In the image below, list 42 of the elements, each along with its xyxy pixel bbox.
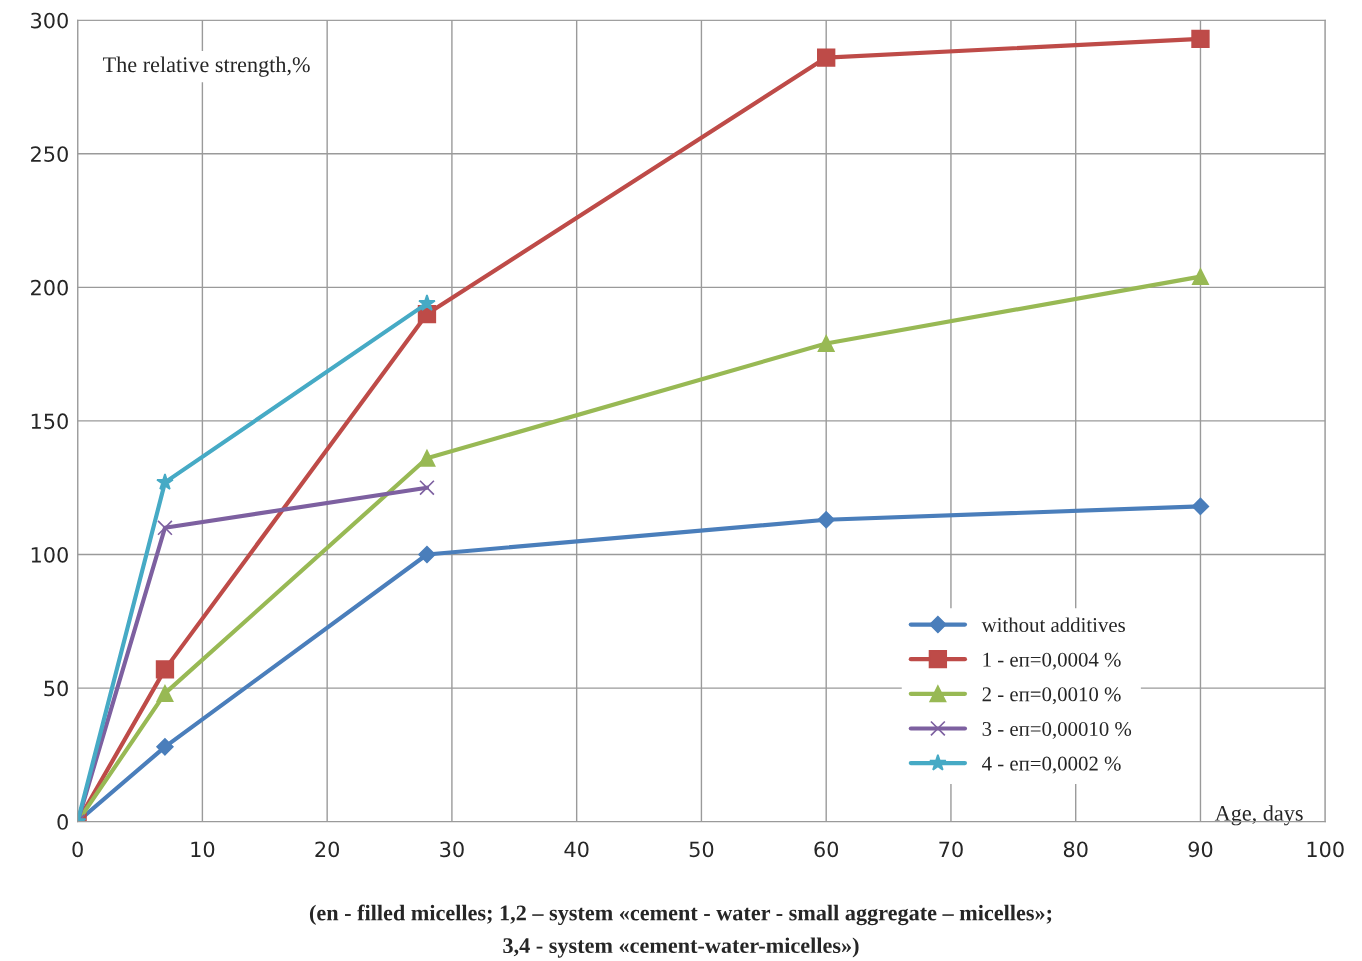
point (817, 334, 835, 352)
legend-label: 3 - еп=0,00010 % (982, 721, 1132, 739)
x-tick-label: 10 (191, 841, 215, 858)
point (418, 545, 436, 564)
point (156, 473, 174, 490)
y-tick-label: 250 (31, 146, 68, 162)
text: 3,4 - system «cement-water-micelles») (503, 937, 859, 958)
x-tick-label: 100 (1307, 841, 1344, 858)
y-axis-title: The relative strength,% (102, 56, 310, 77)
x-tick-label: 40 (564, 841, 589, 858)
x-tick-label: 50 (689, 841, 714, 858)
text: (en - filled micelles; 1,2 – system «cement - water - small aggregate – micelles»; (309, 904, 1052, 926)
legend-label: 2 - еп=0,0010 % (982, 687, 1121, 705)
point (157, 520, 173, 536)
y-tick-label: 100 (31, 546, 68, 563)
point (418, 449, 436, 467)
point (1191, 268, 1209, 286)
y-tick-label: 150 (31, 413, 68, 430)
x-tick-label: 0 (72, 841, 83, 858)
x-tick-label: 60 (814, 841, 839, 858)
x-tick-label: 90 (1188, 841, 1213, 858)
point (1191, 29, 1210, 49)
y-tick-label: 200 (31, 279, 68, 296)
point (419, 479, 435, 496)
legend-label: 4 - еп=0,0002 % (982, 756, 1121, 774)
point (817, 48, 836, 67)
x-tick-label: 70 (939, 841, 963, 858)
x-axis-title: Age, days (1214, 805, 1303, 826)
point (156, 684, 174, 702)
point (418, 294, 436, 311)
x-tick-label: 30 (440, 841, 464, 858)
y-tick-label: 300 (31, 12, 68, 29)
point (155, 660, 175, 679)
y-tick-label: 50 (44, 680, 68, 697)
point (817, 511, 835, 529)
x-tick-label: 20 (315, 841, 340, 858)
x-tick-label: 80 (1063, 841, 1088, 858)
legend-label: without additives (981, 617, 1125, 633)
point (156, 738, 174, 756)
legend-label: 1 - еп=0,0004 % (983, 652, 1121, 670)
point (1191, 497, 1210, 516)
y-tick-label: 0 (57, 814, 68, 830)
